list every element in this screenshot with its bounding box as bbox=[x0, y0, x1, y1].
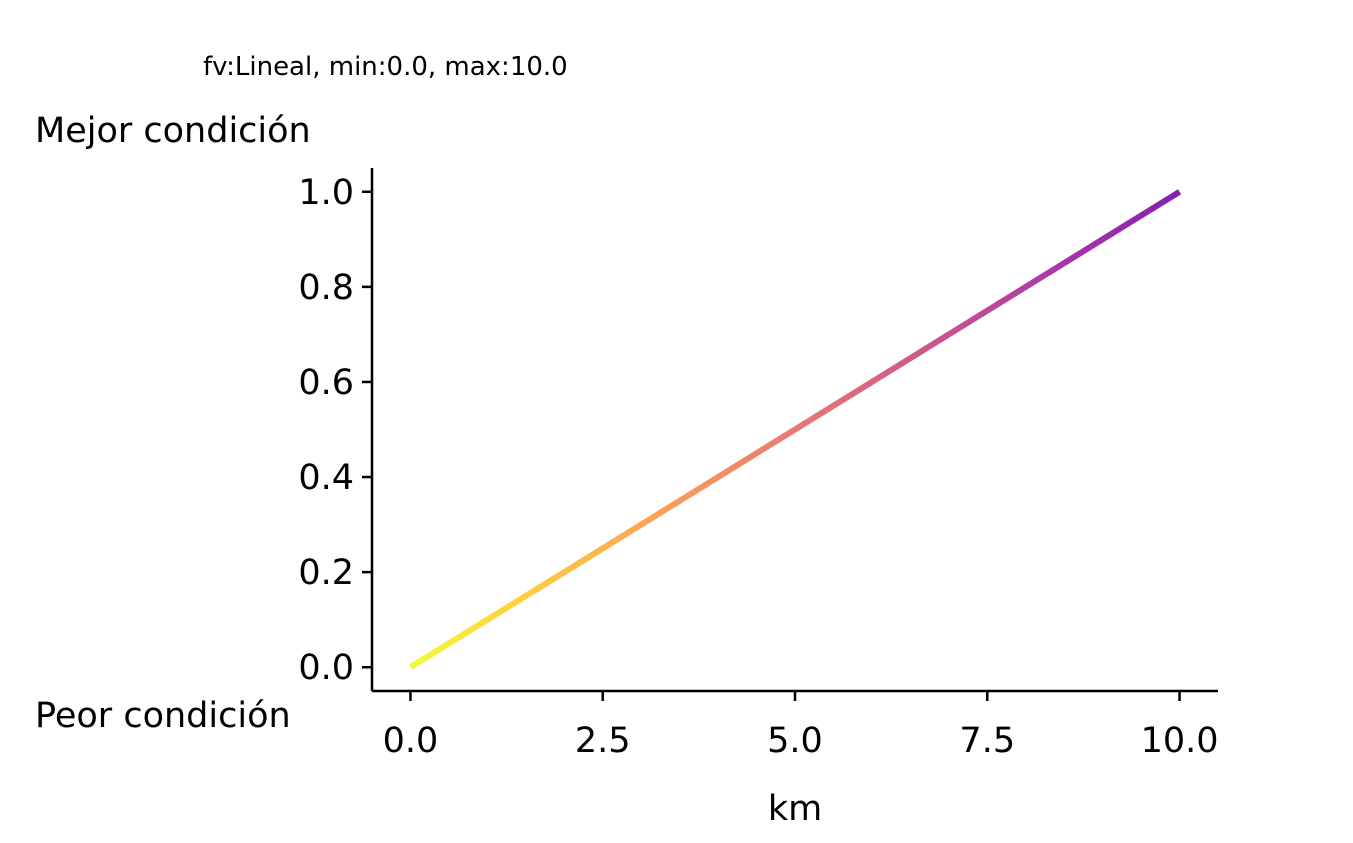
y-tick-label: 1.0 bbox=[298, 173, 354, 213]
x-tick-label: 2.5 bbox=[575, 721, 631, 761]
y-tick-label: 0.0 bbox=[298, 648, 354, 688]
y-tick-label: 0.4 bbox=[298, 458, 354, 498]
ticks: 0.0 2.5 5.0 7.5 10.0 0.0 0.2 0.4 0.6 0.8 1.0 bbox=[298, 173, 1218, 761]
plot-area bbox=[408, 189, 1182, 670]
x-axis-label: km bbox=[768, 789, 822, 829]
x-tick-label: 5.0 bbox=[767, 721, 823, 761]
y-tick-label: 0.8 bbox=[298, 268, 354, 308]
series-line bbox=[408, 189, 1182, 670]
x-tick-label: 10.0 bbox=[1141, 721, 1219, 761]
y-tick-label: 0.2 bbox=[298, 553, 354, 593]
x-tick-label: 7.5 bbox=[959, 721, 1015, 761]
chart-title: fv:Lineal, min:0.0, max:10.0 bbox=[203, 52, 568, 82]
y-label-top: Mejor condición bbox=[35, 111, 311, 151]
y-tick-label: 0.6 bbox=[298, 363, 354, 403]
y-label-bottom: Peor condición bbox=[35, 696, 291, 736]
x-tick-label: 0.0 bbox=[383, 721, 439, 761]
